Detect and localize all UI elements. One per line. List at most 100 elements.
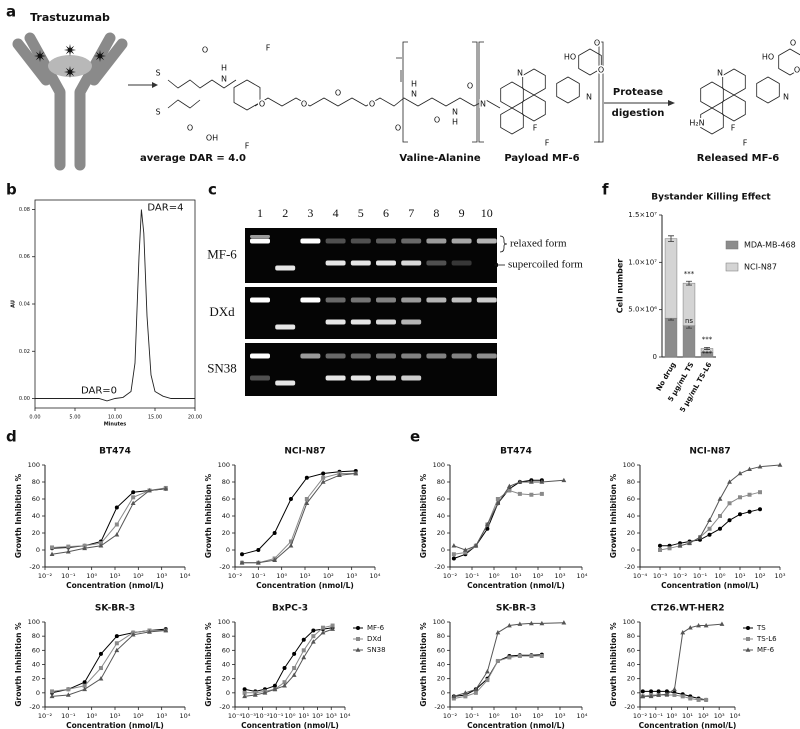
x-tick-label: 10⁻¹ (61, 712, 76, 720)
data-point (49, 693, 55, 699)
data-point (664, 691, 670, 697)
y-tick-label: 20 (627, 675, 635, 683)
data-point (272, 557, 278, 562)
y-tick-label: 20 (627, 529, 635, 537)
series-line (244, 628, 333, 697)
legend-marker (355, 647, 361, 652)
data-point (311, 634, 316, 639)
y-tick-label: 40 (437, 661, 445, 669)
gel-band (401, 260, 422, 266)
atom-label: OH (206, 134, 218, 143)
atom-label: H (221, 64, 227, 73)
brackets (402, 41, 604, 143)
light-chain (12, 38, 52, 86)
gel-band (250, 297, 270, 303)
x-axis-label: Concentration (nmol/L) (639, 721, 737, 729)
atom-label: O (395, 124, 401, 133)
gel-band (401, 297, 422, 303)
data-point (49, 551, 55, 557)
data-point (484, 668, 490, 674)
data-point (561, 620, 567, 625)
gel-band (426, 353, 447, 359)
x-axis-label: Concentration (nmol/L) (66, 581, 164, 590)
gel-band (426, 297, 447, 303)
x-tick-label: 10⁻² (228, 572, 243, 580)
data-point (539, 620, 545, 626)
atom-label: N (480, 100, 486, 109)
data-point (272, 686, 278, 692)
data-point (473, 690, 478, 695)
atom-label: O (335, 89, 341, 98)
data-point (130, 500, 136, 506)
ring (500, 107, 524, 135)
y-tick-label: 60 (437, 495, 445, 503)
gel-band (401, 353, 422, 359)
atom-label: O (467, 82, 473, 91)
y-tick-label: 100 (28, 461, 40, 469)
data-point (704, 697, 709, 702)
data-point (656, 689, 661, 694)
ring (522, 94, 546, 122)
data-point (114, 641, 119, 646)
data-point (288, 539, 293, 544)
data-point (242, 687, 247, 692)
y-tick-label: 40 (222, 512, 230, 520)
x-tick-label: 10³ (555, 572, 566, 580)
x-tick-label: 10² (323, 572, 334, 580)
series-line (679, 464, 781, 547)
data-point (321, 475, 326, 480)
atom-label: H₂N (689, 119, 704, 128)
data-point (282, 680, 287, 685)
legend-label: TS (756, 624, 766, 632)
gel-band (476, 297, 497, 303)
data-point (288, 497, 293, 501)
x-axis-label: Concentration (nmol/L) (467, 721, 565, 729)
atom-label: HO (762, 53, 774, 62)
data-point (687, 540, 692, 545)
data-point (473, 543, 479, 548)
lane-label: 2 (282, 206, 288, 220)
atom-label: H (452, 118, 458, 127)
antibody-label: Trastuzumab (30, 11, 110, 24)
error-bar (704, 347, 710, 350)
gel-band (350, 375, 371, 381)
x-tick-label: 10¹ (735, 572, 746, 580)
bond (254, 97, 501, 109)
x-tick-label: 10⁻¹ (251, 572, 266, 580)
data-point (321, 471, 326, 476)
y-tick-label: 40 (32, 661, 40, 669)
data-point (664, 689, 669, 694)
x-tick-label: 10⁰ (285, 712, 296, 720)
atom-label: O (790, 39, 796, 48)
gel-band (300, 238, 321, 244)
atom-label: N (717, 69, 723, 78)
x-tick-label: 10⁻⁴ (633, 572, 648, 580)
data-point (758, 490, 762, 495)
atom-label: O (301, 100, 307, 109)
atom-label: F (731, 124, 736, 133)
bond (167, 79, 237, 89)
y-tick-label: 60 (437, 646, 445, 654)
gel-band (300, 353, 321, 359)
digestion-label: digestion (612, 108, 665, 119)
legend-marker (746, 626, 750, 630)
gel-band (325, 319, 346, 325)
series-line (244, 627, 333, 692)
x-tick-label: 10⁰ (489, 572, 500, 580)
data-point (320, 625, 325, 630)
panel-label: b (6, 181, 17, 199)
data-point (656, 692, 662, 697)
series-line (241, 470, 356, 555)
data-point (528, 620, 534, 626)
x-tick-label: 10⁻¹ (693, 572, 708, 580)
data-point (463, 550, 468, 555)
y-tick-label: 0 (441, 546, 445, 554)
gel-band (401, 319, 422, 325)
atom-label: N (411, 90, 417, 99)
payload-star (34, 50, 46, 62)
data-point (65, 692, 71, 697)
gel-band (325, 353, 346, 359)
data-point (507, 488, 512, 493)
x-axis-label: Concentration (nmol/L) (256, 581, 354, 590)
